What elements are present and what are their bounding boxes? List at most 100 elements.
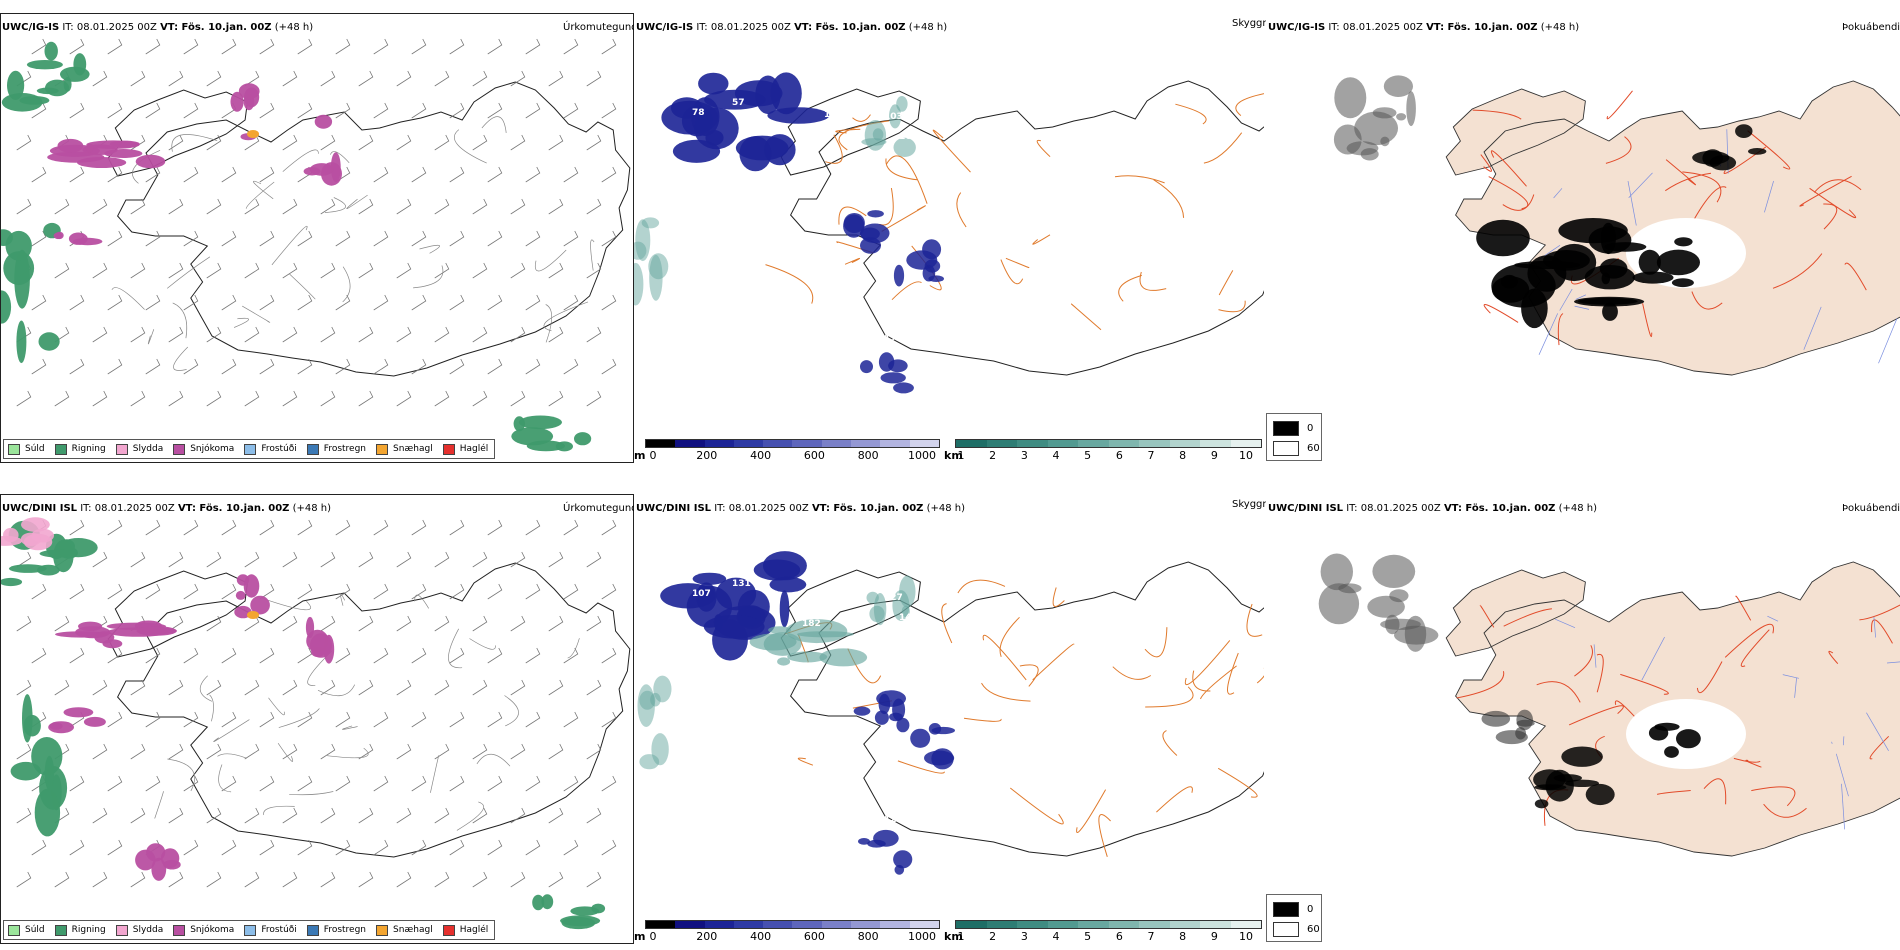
wind-barb [335,711,351,728]
wind-barb [282,871,298,888]
road [825,134,843,164]
wind-barb [31,358,47,375]
wind-barb [525,519,541,536]
init-time: IT: 08.01.2025 00Z [62,22,157,33]
wind-barb [411,519,427,536]
wind-barb [244,70,260,87]
fog-legend-row: 60 [1273,922,1320,937]
panel-header-6: UWC/DINI ISL IT: 08.01.2025 00Z VT: Fös.… [1268,503,1597,515]
wind-barb [183,519,199,536]
model-label: UWC/DINI ISL [2,503,78,514]
wind-barb [601,647,617,664]
ceiling-value-label: 107 [692,589,711,599]
ceiling-value-label: 89 [752,68,765,78]
init-time: IT: 08.01.2025 00Z [714,503,809,514]
ceiling-value-label: 127 [884,593,903,603]
wind-barb [449,102,465,119]
wind-barb [563,102,579,119]
fog-areas [1333,75,1767,329]
legend-item: Rigning [54,924,106,936]
wind-barb [320,134,336,151]
map-base [780,561,1264,857]
road [327,747,369,759]
river [1767,615,1779,622]
road [340,593,346,606]
colorbar-tick-label: 1 [957,930,965,943]
road [1009,787,1064,825]
wind-barb [282,134,298,151]
wind-barb [54,262,70,279]
wind-barb [183,230,199,247]
wind-barb [183,38,199,55]
wind-barb [487,775,503,792]
fog-legend-row: 0 [1273,902,1313,917]
colorbar-tick-label: 8 [1179,449,1187,462]
road [1118,274,1142,302]
wind-barb [396,198,412,215]
wind-barb [487,102,503,119]
wind-barb [259,839,275,856]
road [567,638,580,659]
colorbar-unit: m [634,449,646,462]
wind-barb [411,711,427,728]
road [346,194,368,209]
legend-item: Snæhagl [376,924,433,936]
road [1502,194,1535,211]
legend-swatch [306,924,319,936]
wind-barb [335,230,351,247]
legend-item: Rigning [54,443,106,455]
colorbar-cell [733,921,764,928]
wind-barb [130,70,146,87]
wind-barb [297,519,313,536]
road [1488,176,1529,210]
wind-barb [282,807,298,824]
wind-barb [297,230,313,247]
river [1559,288,1573,311]
colorbar-cell [792,921,822,928]
legend-label: Slydda [132,925,164,935]
wind-barb [449,775,465,792]
wind-barb [107,647,123,664]
wind-barb [373,358,389,375]
wind-barb [145,102,161,119]
road [1472,109,1522,120]
roads [1456,595,1900,826]
colorbar-tick-label: 1000 [908,449,936,462]
colorbar-cell [1230,921,1261,928]
wind-barb [601,519,617,536]
legend-swatch [8,924,20,936]
legend-swatch [54,924,67,936]
wind-barb [297,839,313,856]
road [941,603,953,644]
colorbar-cell [1139,921,1170,928]
road [1256,667,1264,684]
wind-barb [472,70,488,87]
wind-barb [244,198,260,215]
wind-barb [16,390,32,407]
colorbar-tick-label: 4 [1052,930,1060,943]
wind-barb [92,679,108,696]
wind-barb [206,743,222,760]
river [1886,661,1900,664]
rivers [1555,615,1900,830]
road [1642,303,1653,338]
wind-barb [320,679,336,696]
road [1070,303,1102,331]
road [1032,234,1051,245]
road [167,758,195,792]
colorbar-cell [1108,440,1139,447]
wind-barb [335,519,351,536]
wind-barb [320,615,336,632]
wind-barb [358,551,374,568]
wind-barb [259,166,275,183]
road [1200,665,1237,700]
wind-barb [206,262,222,279]
road [982,634,1027,681]
legend-label: Snæhagl [393,925,433,935]
wind-barb [472,390,488,407]
snow-pellet-area [247,611,259,619]
road [1740,629,1770,667]
road [1813,179,1862,193]
wind-barb [107,839,123,856]
colorbar-cell [1047,921,1078,928]
